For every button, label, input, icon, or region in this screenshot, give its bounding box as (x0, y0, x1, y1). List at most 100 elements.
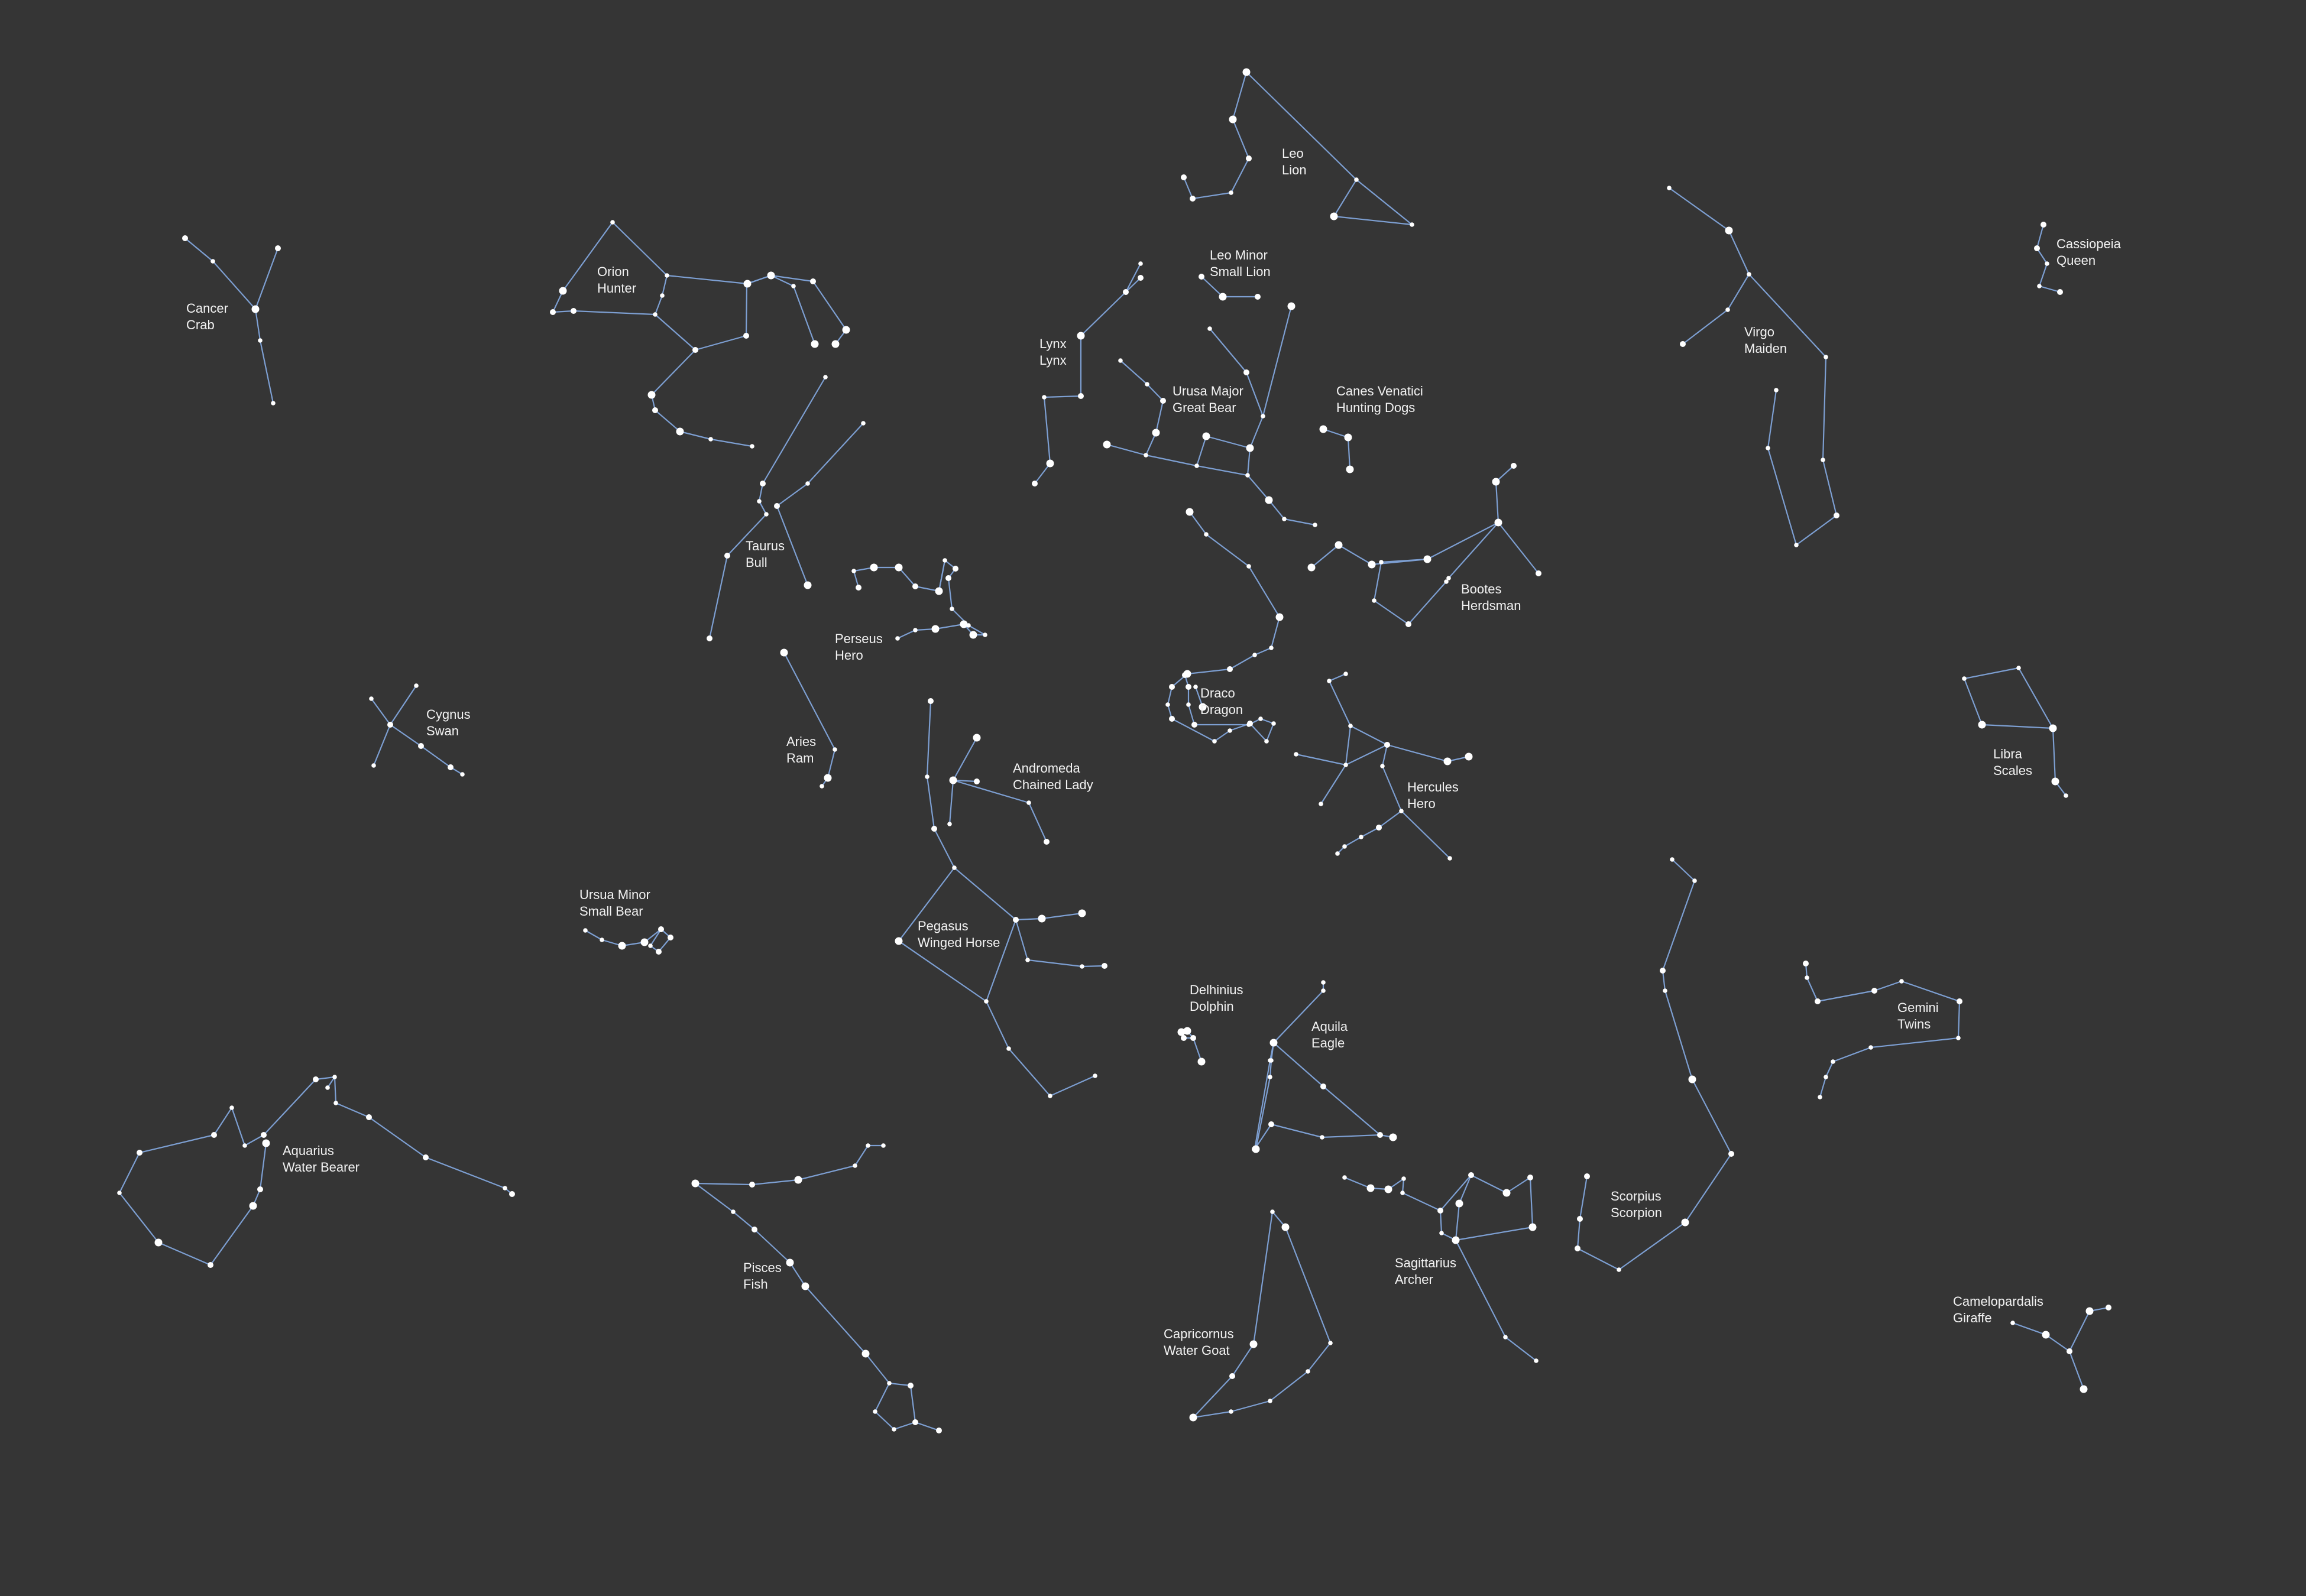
orion-star (610, 220, 615, 225)
taurus-star (724, 553, 730, 559)
orion-star (744, 281, 749, 286)
label-lynx: Lynx Lynx (1039, 336, 1067, 368)
hercules-star (1294, 752, 1298, 757)
taurus-line-2 (758, 500, 767, 515)
capricornus-star (1306, 1369, 1310, 1374)
ursa-major-line-3 (1196, 465, 1249, 476)
label-orion: Orion Hunter (597, 264, 637, 296)
draco-star (1275, 613, 1284, 621)
scorpius-star (1681, 1218, 1689, 1227)
label-pisces: Pisces Fish (743, 1260, 782, 1292)
hercules-star (1443, 757, 1452, 765)
pisces-star (861, 1350, 870, 1358)
ursa-major-star (1246, 444, 1254, 452)
pisces-star (892, 1427, 896, 1432)
lynx-star (1042, 395, 1047, 400)
ursa-minor-line-1 (649, 928, 672, 953)
pegasus-star (1006, 1046, 1011, 1051)
taurus-line-1 (776, 422, 864, 586)
scorpius-star (1728, 1151, 1734, 1157)
aquarius-star (423, 1154, 429, 1160)
perseus-star (945, 575, 951, 581)
canes-venatici-star (1344, 433, 1352, 442)
pisces-line-0 (694, 1144, 885, 1186)
capricornus-star (1328, 1341, 1333, 1345)
bootes-star (1372, 598, 1377, 603)
cassiopeia-star (2045, 261, 2049, 266)
perseus-star (935, 587, 943, 595)
aquarius-line-2 (335, 1102, 513, 1195)
camelopardalis-star (2067, 1348, 2072, 1354)
taurus-star (764, 512, 769, 517)
label-leo-minor: Leo Minor Small Lion (1210, 248, 1271, 279)
delphinius-star (1177, 1028, 1186, 1036)
cygnus-star (448, 764, 454, 770)
ursa-major-star (1282, 517, 1287, 521)
aquarius-star (325, 1085, 330, 1090)
andromeda-star (974, 778, 980, 784)
camelopardalis-star (2010, 1321, 2015, 1325)
aquila-star (1320, 1135, 1324, 1140)
perseus-star (895, 563, 903, 572)
scorpius-star (1692, 878, 1697, 883)
cancer-star (271, 401, 276, 406)
draco-star (1246, 722, 1251, 727)
gemini-star (1871, 988, 1877, 994)
bootes-star (1492, 478, 1500, 486)
orion-star (811, 340, 819, 348)
taurus-star (804, 581, 812, 589)
leo-star (1410, 222, 1414, 227)
sagittarius-line-0 (1343, 1174, 1534, 1241)
ursa-major-star (1145, 382, 1149, 387)
sagittarius-star (1503, 1335, 1508, 1339)
aquarius-star (242, 1143, 247, 1148)
ursa-major-star (1207, 326, 1212, 331)
sagittarius-star (1401, 1176, 1406, 1181)
andromeda-star (949, 776, 957, 784)
virgo-star (1821, 458, 1825, 462)
ursa-major-star (1202, 432, 1210, 440)
sagittarius-star (1455, 1199, 1463, 1208)
ursa-major-star (1245, 473, 1250, 478)
bootes-line-0 (1495, 465, 1515, 483)
hercules-line-1 (1328, 680, 1470, 763)
aquila-star (1268, 1121, 1274, 1127)
aries-line-0 (783, 651, 836, 787)
capricornus-star (1229, 1409, 1233, 1414)
perseus-star (895, 636, 900, 641)
pisces-star (853, 1163, 857, 1168)
sagittarius-star (1534, 1358, 1539, 1363)
label-sagittarius: Sagittarius Archer (1395, 1256, 1456, 1287)
hercules-star (1348, 724, 1353, 728)
cygnus-star (418, 743, 424, 749)
pisces-star (881, 1143, 886, 1148)
camelopardalis-star (2080, 1385, 2088, 1393)
perseus-line-1 (853, 559, 986, 640)
label-cygnus: Cygnus Swan (426, 707, 471, 738)
capricornus-star (1249, 1340, 1258, 1348)
aquarius-star (333, 1101, 338, 1105)
label-libra: Libra Scales (1993, 747, 2033, 778)
capricornus-line-0 (1192, 1211, 1332, 1419)
pegasus-star (1025, 958, 1030, 962)
pegasus-star (1013, 917, 1019, 923)
ursa-major-star (1194, 463, 1199, 468)
draco-star (1182, 672, 1188, 678)
ursa-major-star (1144, 453, 1148, 458)
draco-star (1169, 716, 1175, 722)
aquarius-star (509, 1191, 515, 1197)
hercules-star (1376, 825, 1382, 831)
andromeda-star (952, 865, 957, 870)
pegasus-star (1078, 909, 1086, 917)
ursa-major-star (1243, 369, 1249, 375)
ursa-minor-star (618, 942, 626, 950)
ursa-major-star (1261, 414, 1265, 419)
virgo-star (1774, 388, 1779, 392)
sagittarius-star (1400, 1190, 1405, 1195)
orion-line-3 (650, 349, 753, 447)
orion-star (653, 312, 658, 317)
orion-star (810, 278, 816, 284)
aquila-star (1252, 1145, 1260, 1153)
cygnus-line-0 (370, 685, 417, 726)
leo-star (1354, 177, 1359, 182)
